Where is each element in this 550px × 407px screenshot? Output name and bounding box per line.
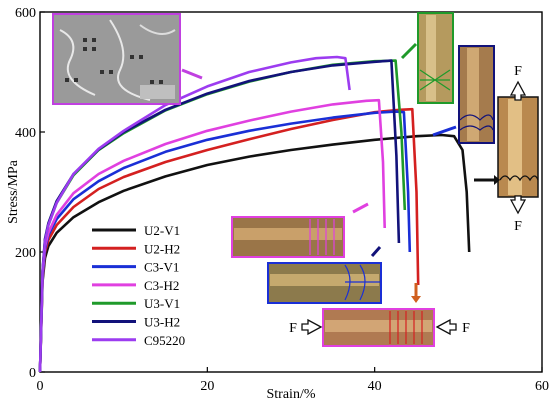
legend-label: C95220 — [144, 333, 185, 348]
force-label-left: F — [289, 321, 297, 336]
force-right-arrow — [435, 318, 457, 336]
x-tick-label: 0 — [37, 379, 44, 394]
force-label-right: F — [462, 321, 470, 336]
legend-label: C3-V1 — [144, 260, 179, 275]
series-line-c3-h2 — [38, 98, 386, 373]
force-label-top: F — [514, 64, 522, 79]
series-line-u2-v1 — [38, 133, 471, 373]
specimen-red-inset — [322, 308, 435, 347]
navy-pointer-arrow — [432, 125, 457, 137]
legend-label: U2-H2 — [144, 241, 180, 256]
green-pointer-arrow — [400, 42, 418, 60]
specimen-blue-inset — [267, 262, 382, 304]
x-tick-label: 20 — [200, 379, 214, 394]
plot-frame — [39, 11, 543, 373]
x-axis-title: Strain/% — [267, 387, 316, 402]
x-tick-label: 40 — [368, 379, 382, 394]
specimen-green-inset — [417, 12, 454, 104]
legend-label: U2-V1 — [144, 223, 180, 238]
y-axis-title: Stress/MPa — [6, 159, 21, 224]
plot-border — [39, 11, 543, 373]
y-tick-label: 200 — [15, 246, 36, 261]
sem-pointer-arrow — [181, 68, 203, 80]
y-tick-label: 0 — [29, 366, 36, 381]
legend-label: C3-H2 — [144, 278, 179, 293]
series-layer — [38, 55, 471, 373]
legend-label: U3-V1 — [144, 296, 180, 311]
specimen-navy-inset — [458, 45, 495, 144]
y-tick-label: 400 — [15, 126, 36, 141]
legend-label: U3-H2 — [144, 315, 180, 330]
legend: U2-V1 U2-H2 C3-V1 C3-H2 U3-V1 U3-H2 C95220 — [92, 223, 185, 348]
force-up-arrow — [509, 80, 527, 101]
series-line-c95220 — [38, 55, 351, 373]
x-tick-label: 60 — [535, 379, 549, 394]
pink-pointer-arrow — [352, 202, 369, 214]
blue-pointer-arrow — [370, 246, 382, 257]
force-left-arrow — [301, 318, 323, 336]
force-label-bottom: F — [514, 219, 522, 234]
specimen-pink-inset — [231, 216, 345, 258]
force-down-arrow — [509, 195, 527, 215]
sem-micrograph-inset — [52, 13, 181, 105]
specimen-loaded-inset — [497, 96, 539, 198]
y-tick-label: 600 — [15, 6, 36, 21]
